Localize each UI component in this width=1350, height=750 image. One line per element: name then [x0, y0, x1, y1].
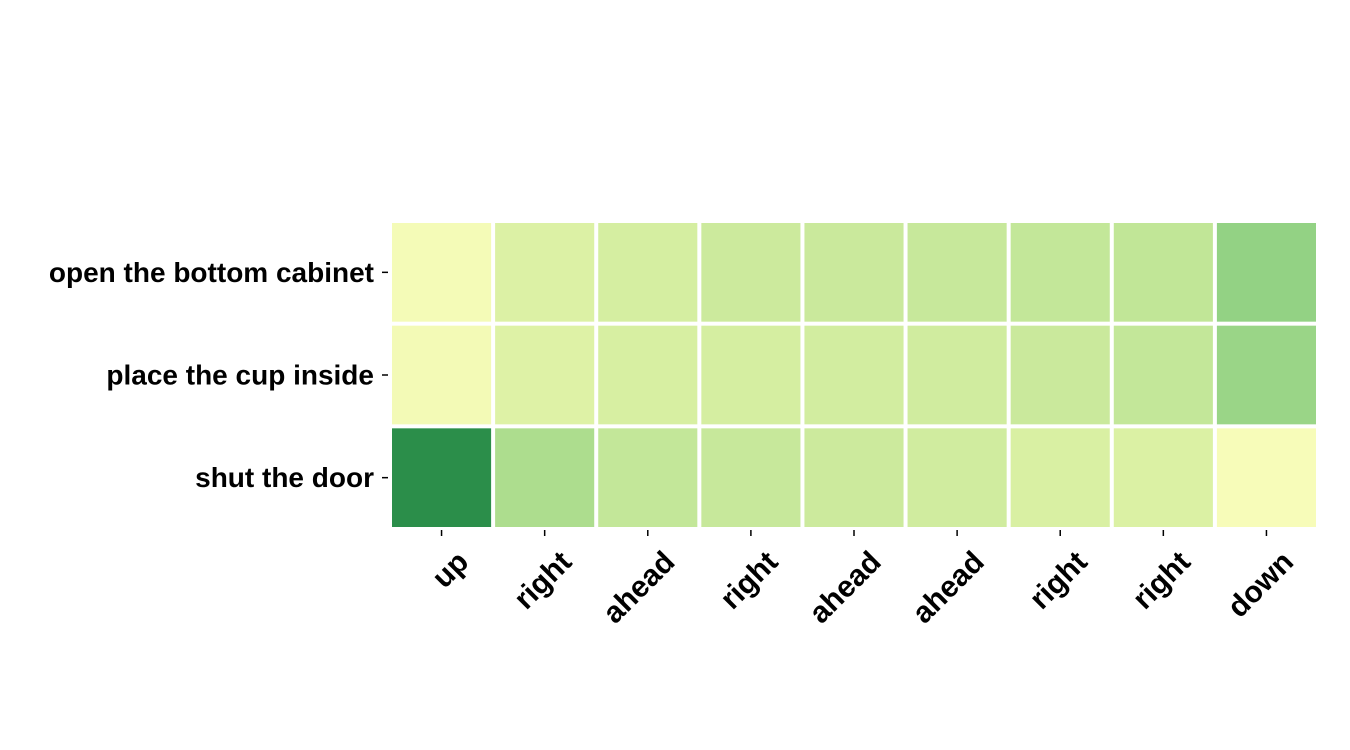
row-labels: open the bottom cabinet place the cup ins… [49, 257, 374, 493]
heatmap-cell-r0-c5 [907, 223, 1007, 322]
column-label-0: up [426, 545, 475, 594]
heatmap-cell-r2-c2 [598, 428, 698, 527]
column-label-8: down [1221, 545, 1300, 624]
column-label-6: right [1023, 545, 1093, 615]
heatmap-cell-r1-c1 [495, 325, 595, 425]
heatmap-cell-r1-c4 [804, 325, 904, 425]
heatmap-cell-r1-c3 [701, 325, 801, 425]
heatmap-cell-r2-c0 [392, 428, 492, 527]
heatmap-cell-r1-c6 [1010, 325, 1110, 425]
heatmap-cell-r0-c7 [1113, 223, 1213, 322]
heatmap-cell-r0-c8 [1216, 223, 1316, 322]
column-label-3: right [714, 545, 784, 615]
heatmap-cell-r1-c7 [1113, 325, 1213, 425]
heatmap-cell-r2-c1 [495, 428, 595, 527]
column-label-7: right [1127, 545, 1197, 615]
column-labels: up right ahead right ahead ahead right right dow… [426, 545, 1300, 630]
heatmap-cell-r1-c0 [392, 325, 492, 425]
heatmap-cell-r2-c4 [804, 428, 904, 527]
heatmap-cell-r0-c3 [701, 223, 801, 322]
column-tick-marks [440, 530, 1268, 536]
heatmap-cell-r0-c4 [804, 223, 904, 322]
heatmap-cell-r0-c0 [392, 223, 492, 322]
heatmap-cell-r2-c8 [1216, 428, 1316, 527]
column-label-5: ahead [906, 545, 991, 630]
column-label-2: ahead [597, 545, 682, 630]
heatmap-cell-r2-c5 [907, 428, 1007, 527]
heatmap-cell-r1-c8 [1216, 325, 1316, 425]
row-tick-marks [382, 271, 388, 479]
row-label-0: open the bottom cabinet [49, 257, 374, 288]
heatmap-cell-r1-c2 [598, 325, 698, 425]
heatmap-cell-r0-c2 [598, 223, 698, 322]
heatmap-cell-r2-c6 [1010, 428, 1110, 527]
column-label-1: right [508, 545, 578, 615]
heatmap-cell-r0-c1 [495, 223, 595, 322]
heatmap-cells [392, 223, 1316, 527]
heatmap-cell-r2-c3 [701, 428, 801, 527]
heatmap-cell-r0-c6 [1010, 223, 1110, 322]
heatmap-cell-r1-c5 [907, 325, 1007, 425]
heatmap-cell-r2-c7 [1113, 428, 1213, 527]
column-label-4: ahead [803, 545, 888, 630]
row-label-1: place the cup inside [106, 360, 374, 391]
row-label-2: shut the door [195, 462, 374, 493]
